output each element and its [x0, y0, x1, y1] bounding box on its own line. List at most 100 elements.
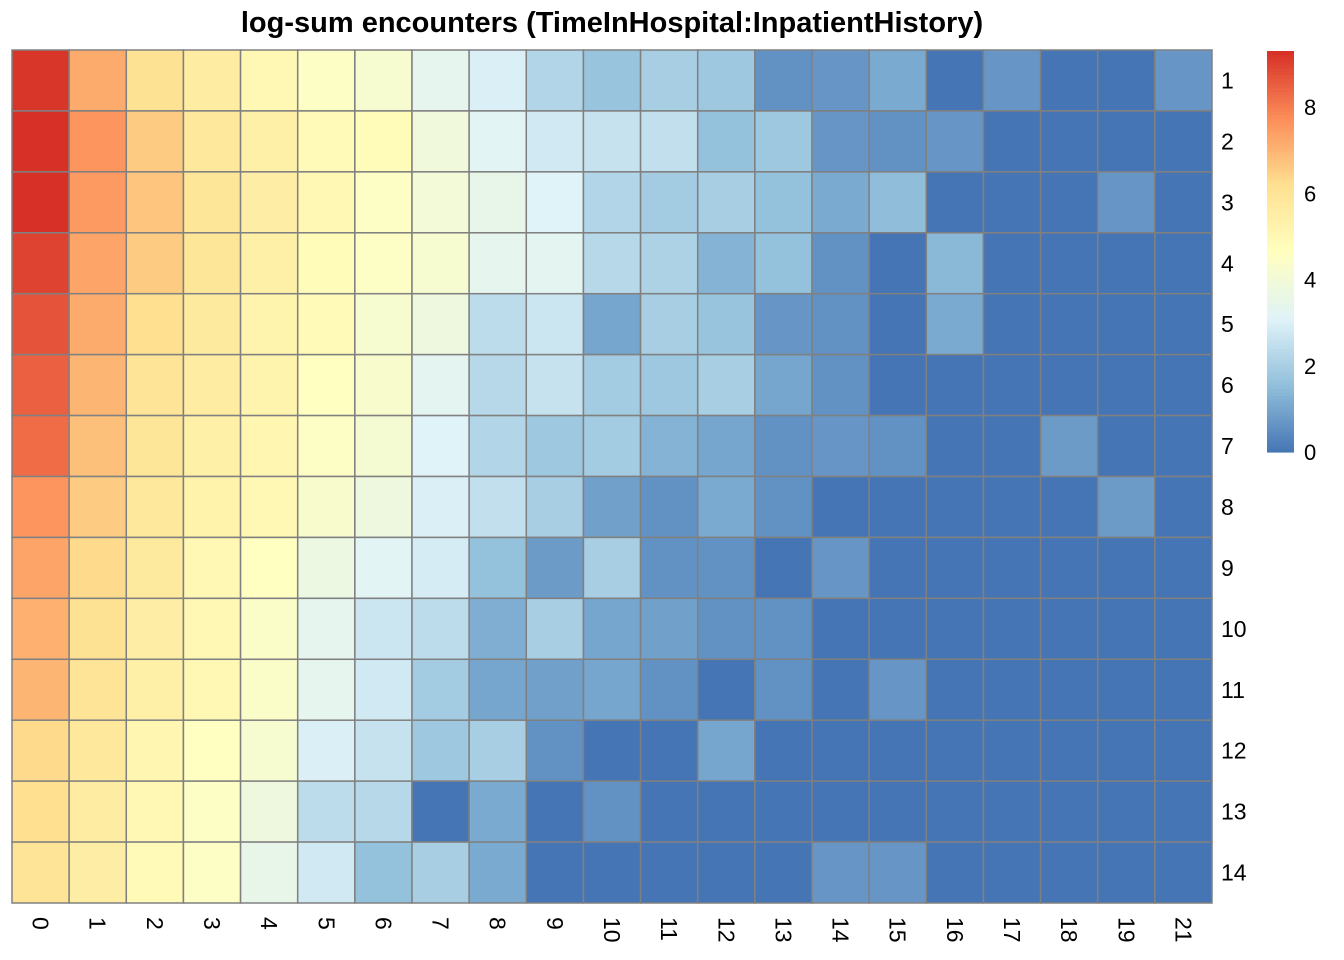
heatmap-cell	[1096, 353, 1156, 417]
heatmap-cell	[468, 49, 528, 112]
column-tick-label: 19	[1113, 917, 1139, 943]
legend-color-segment	[1267, 107, 1294, 112]
heatmap-cell	[239, 292, 299, 356]
heatmap-cell	[925, 171, 985, 234]
legend-color-segment	[1267, 388, 1294, 393]
row-tick-label: 11	[1221, 677, 1245, 703]
heatmap-cell	[925, 719, 985, 782]
column-tick-label: 12	[713, 917, 739, 943]
heatmap-cell	[411, 841, 470, 904]
heatmap-cell	[296, 841, 356, 904]
heatmap-cell	[239, 49, 299, 112]
legend-color-segment	[1267, 208, 1294, 212]
legend-color-segment	[1267, 308, 1294, 313]
legend-color-segment	[1267, 318, 1294, 323]
heatmap-cell	[182, 780, 242, 843]
heatmap-cell	[468, 110, 528, 173]
heatmap-cell	[354, 780, 413, 843]
legend-color-segment	[1267, 151, 1294, 156]
heatmap-cell	[811, 597, 870, 661]
legend-color-segment	[1267, 391, 1294, 396]
heatmap-cell	[754, 719, 813, 782]
heatmap-cell	[696, 232, 756, 295]
heatmap-cell	[811, 232, 870, 295]
heatmap-cell	[68, 780, 128, 843]
legend-color-segment	[1267, 81, 1294, 86]
legend-color-segment	[1267, 371, 1294, 376]
legend-color-segment	[1267, 77, 1294, 82]
heatmap-cell	[639, 171, 699, 234]
legend-color-segment	[1267, 74, 1294, 79]
legend-color-segment	[1267, 348, 1294, 353]
heatmap-cell	[1039, 414, 1099, 478]
heatmap-cell	[1154, 658, 1213, 721]
heatmap-cell	[411, 475, 470, 539]
legend-color-segment	[1267, 97, 1294, 102]
heatmap-cell	[696, 841, 756, 904]
heatmap-cell	[1154, 475, 1213, 539]
heatmap-cell	[525, 110, 585, 173]
heatmap-cell	[125, 658, 185, 721]
legend-color-segment	[1267, 311, 1294, 316]
row-tick-label: 10	[1221, 616, 1247, 642]
heatmap-cell	[1039, 597, 1099, 661]
heatmap-cell	[1096, 110, 1156, 173]
heatmap-cell	[468, 292, 528, 356]
heatmap-cell	[868, 475, 928, 539]
heatmap-cell	[411, 232, 470, 295]
legend-color-segment	[1267, 64, 1294, 69]
legend-color-segment	[1267, 331, 1294, 336]
legend-color-segment	[1267, 405, 1294, 410]
heatmap-cell	[1154, 232, 1213, 295]
chart-title: log-sum encounters (TimeInHospital:Inpat…	[241, 7, 983, 39]
heatmap-cell	[925, 49, 985, 112]
legend-color-segment	[1267, 395, 1294, 400]
legend-tick-label: 4	[1304, 268, 1316, 293]
heatmap-cell	[811, 841, 870, 904]
heatmap-cell	[68, 475, 128, 539]
legend-color-segment	[1267, 398, 1294, 403]
heatmap-cell	[925, 536, 985, 600]
heatmap-cell	[68, 841, 128, 904]
legend-color-segment	[1267, 341, 1294, 346]
column-tick-label: 9	[542, 917, 568, 930]
heatmap-cell	[1154, 353, 1213, 417]
heatmap-cell	[982, 780, 1042, 843]
legend-color-segment	[1267, 57, 1294, 62]
column-labels: 0 1 2 3 4 5 6 7 8 9 10 11 12 13 14 15 16 17 18 19 21	[28, 917, 1197, 943]
legend-tick-label: 6	[1304, 181, 1316, 206]
legend-color-segment	[1267, 411, 1294, 416]
heatmap-cell	[982, 475, 1042, 539]
heatmap-cell	[354, 49, 413, 112]
heatmap-cell	[925, 841, 985, 904]
heatmap-cell	[239, 780, 299, 843]
heatmap-cell	[868, 658, 928, 721]
heatmap-cell	[525, 719, 585, 782]
heatmap-cell	[525, 171, 585, 234]
column-tick-label: 4	[256, 917, 282, 930]
legend-color-segment	[1267, 211, 1294, 216]
heatmap-cell	[925, 353, 985, 417]
heatmap-cell	[639, 232, 699, 295]
heatmap-cell	[639, 536, 699, 600]
heatmap-cell	[1039, 292, 1099, 356]
legend-color-segment	[1267, 51, 1294, 55]
heatmap-cell	[239, 232, 299, 295]
heatmap-cell	[754, 780, 813, 843]
legend-color-segment	[1267, 214, 1294, 219]
heatmap-cell	[11, 110, 70, 173]
legend-tick-label: 8	[1304, 95, 1316, 120]
heatmap-cell	[11, 475, 70, 539]
heatmap-cell	[11, 414, 70, 478]
heatmap-cell	[182, 841, 242, 904]
heatmap-cell	[411, 719, 470, 782]
heatmap-cell	[296, 232, 356, 295]
heatmap-cell	[525, 780, 585, 843]
column-tick-label: 5	[313, 917, 339, 930]
legend-color-segment	[1267, 401, 1294, 406]
column-tick-label: 14	[828, 917, 854, 943]
heatmap-cell	[1039, 719, 1099, 782]
legend-color-segment	[1267, 238, 1294, 243]
heatmap-cell	[754, 475, 813, 539]
